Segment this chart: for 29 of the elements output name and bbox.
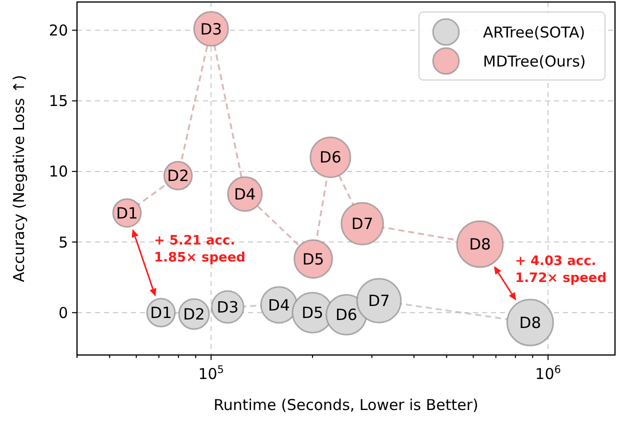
legend-label: MDTree(Ours) bbox=[483, 52, 586, 70]
annotation: D6 bbox=[335, 306, 358, 324]
annotation: D2 bbox=[167, 167, 189, 186]
y-tick-label: 5 bbox=[58, 233, 68, 252]
legend-label: ARTree(SOTA) bbox=[483, 23, 586, 42]
annotation: + 4.03 acc. 1.72× speed bbox=[515, 254, 607, 286]
annotation: D4 bbox=[268, 296, 290, 314]
y-tick-label: 0 bbox=[58, 304, 68, 322]
annotation: D1 bbox=[150, 304, 172, 322]
annotation: + 5.21 acc. 1.85× speed bbox=[154, 234, 246, 266]
annotation: D1 bbox=[116, 204, 138, 222]
annotation: D5 bbox=[302, 250, 324, 268]
x-axis-title: Runtime (Seconds, Lower is Better) bbox=[214, 396, 478, 414]
y-tick-label: 15 bbox=[48, 92, 68, 110]
y-tick-label: 10 bbox=[48, 162, 68, 181]
annotation: D4 bbox=[234, 185, 256, 204]
y-axis-title: Accuracy (Negative Loss ↑) bbox=[10, 74, 28, 282]
annotation: D3 bbox=[200, 20, 222, 38]
annotation: D6 bbox=[320, 148, 342, 167]
x-tick-label: 10$^{5}$ bbox=[198, 364, 224, 383]
annotation: D7 bbox=[351, 215, 374, 234]
annotation: D3 bbox=[216, 298, 239, 316]
annotation: D8 bbox=[469, 236, 491, 254]
annotation: D5 bbox=[302, 304, 324, 322]
annotation: D2 bbox=[183, 305, 205, 324]
annotation: D8 bbox=[519, 314, 542, 332]
annotation: D7 bbox=[368, 292, 390, 310]
x-tick-label: 10$^{6}$ bbox=[535, 364, 562, 383]
y-tick-label: 20 bbox=[48, 21, 68, 40]
